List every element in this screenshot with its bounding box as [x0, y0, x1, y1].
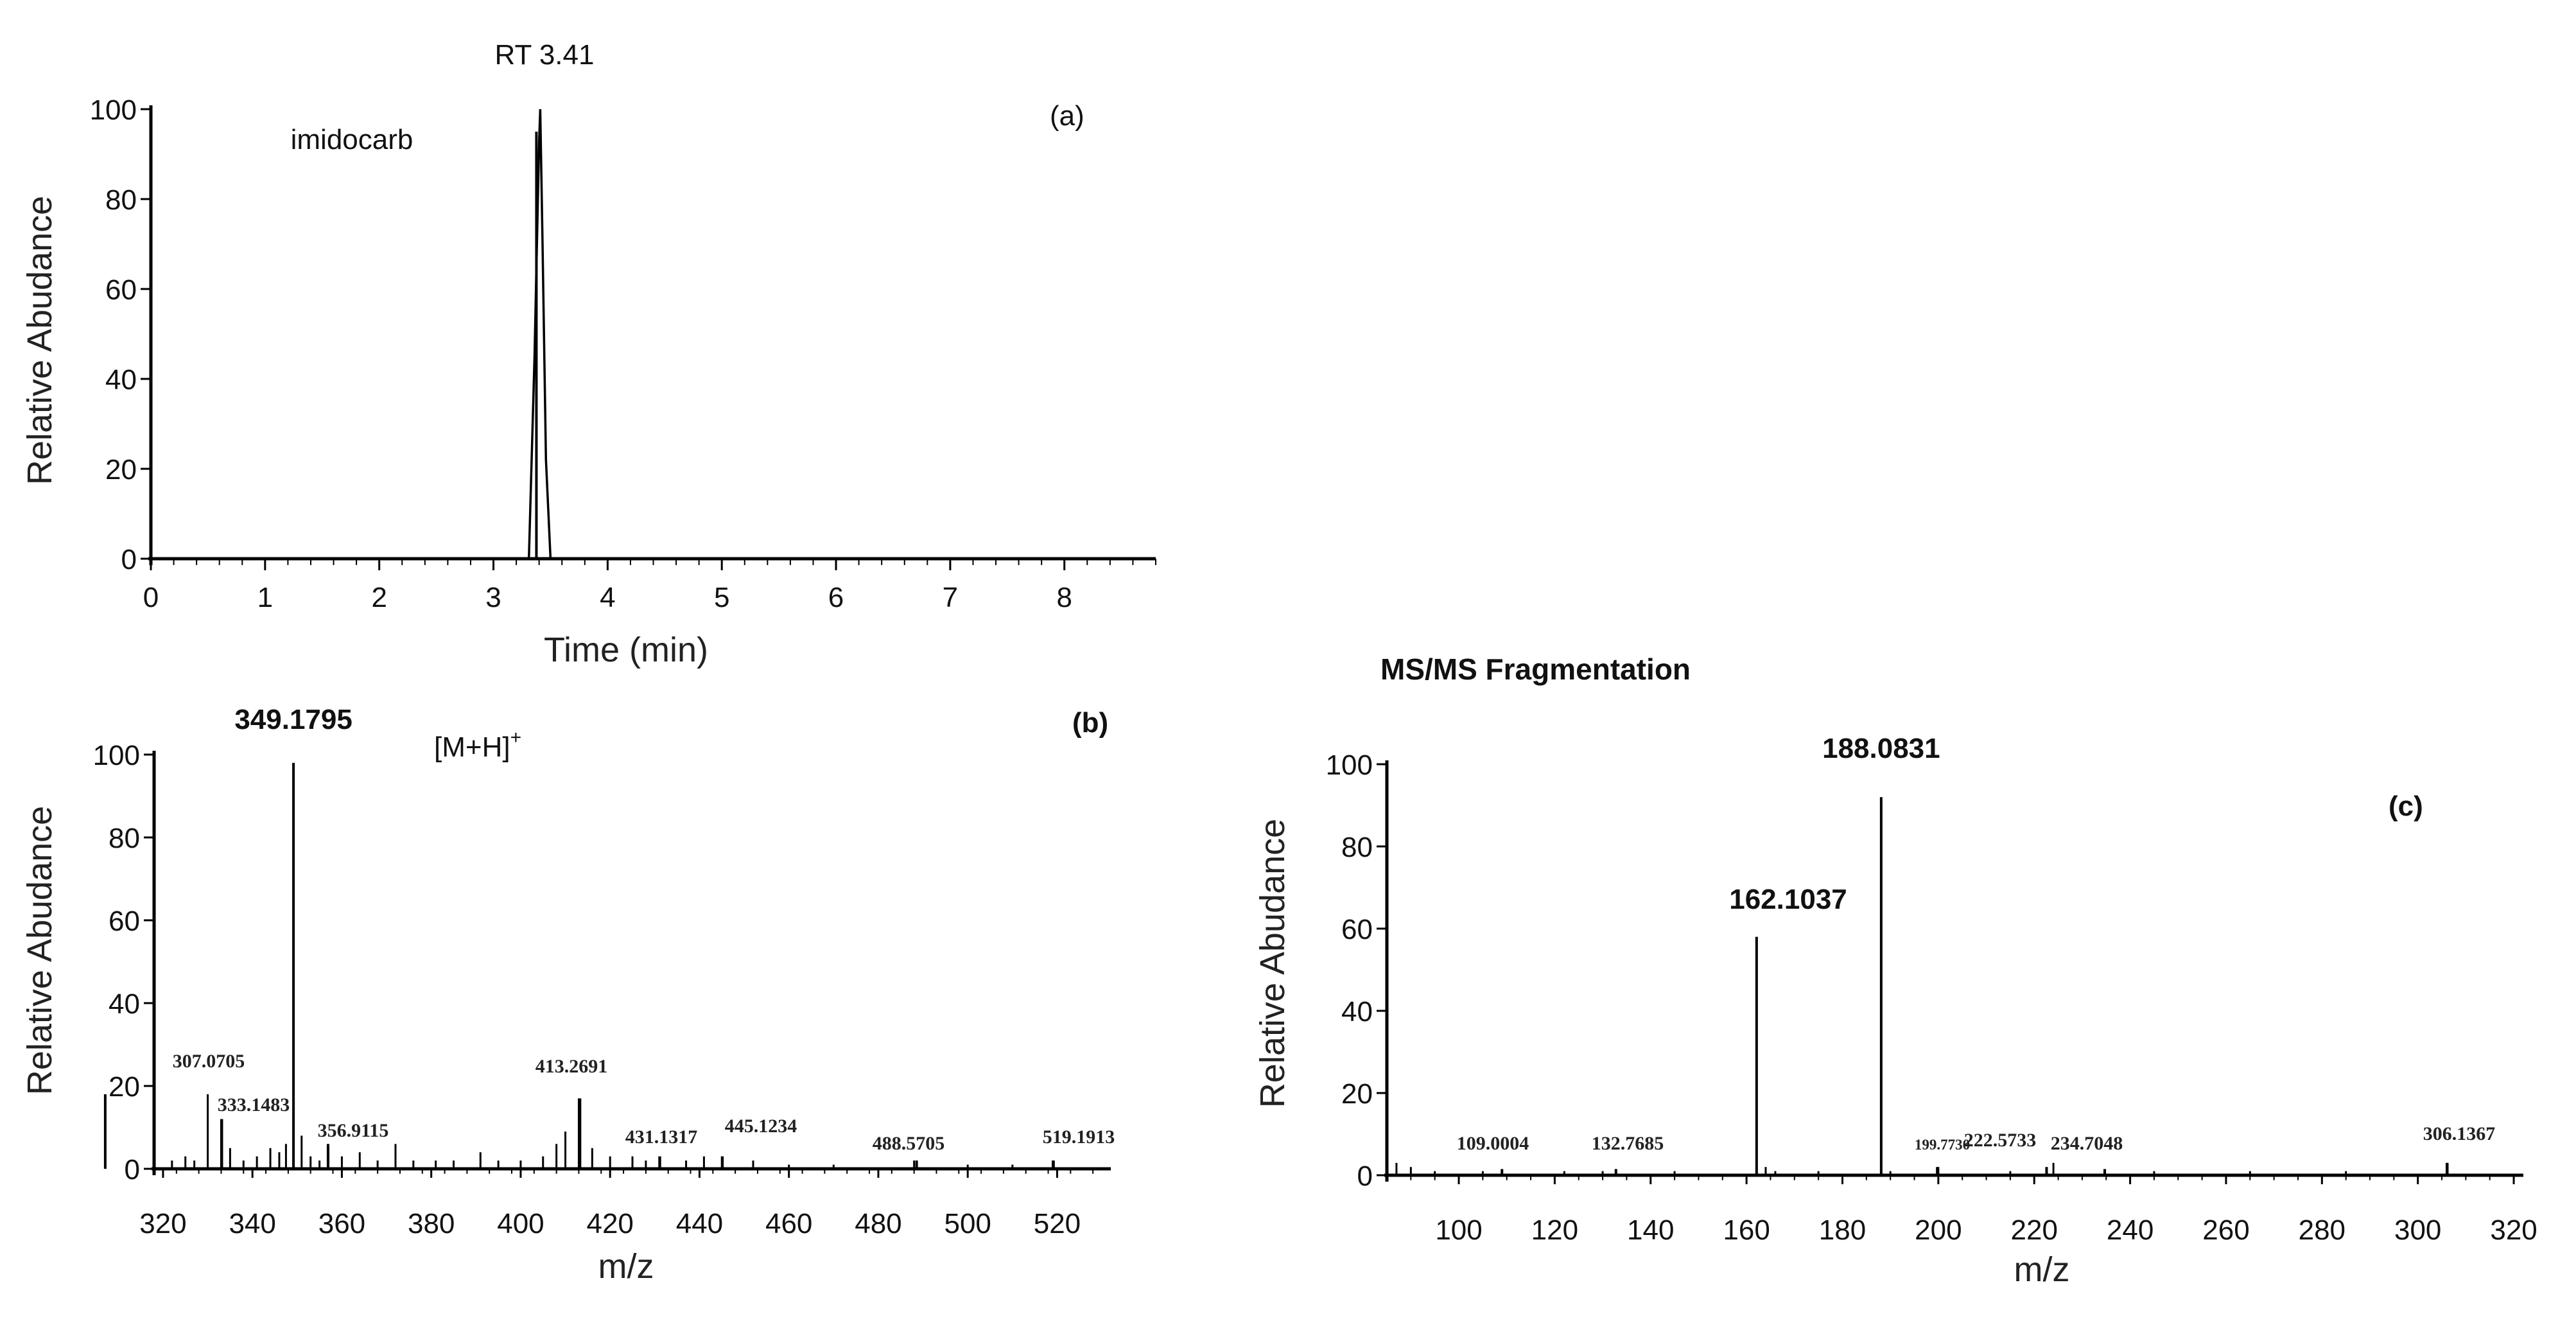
x-tick-label: 200 [1915, 1214, 1962, 1246]
x-tick-label: 140 [1627, 1214, 1674, 1246]
peak-label: 488.5705 [873, 1133, 945, 1154]
x-tick-label: 3 [485, 582, 501, 613]
x-tick-label: 240 [2107, 1214, 2154, 1246]
y-tick-label: 0 [125, 1154, 140, 1186]
y-tick-label: 40 [105, 364, 137, 396]
panel-b-noise [171, 1094, 1054, 1169]
panel-c-labels: 188.0831 162.1037 109.0004 132.7685 199.7730… [1457, 733, 2496, 1154]
peak-label: 109.0004 [1457, 1133, 1529, 1154]
panel-b-xlabel: m/z [598, 1247, 654, 1286]
x-tick-label: 100 [1435, 1214, 1482, 1246]
y-tick-label: 60 [1341, 914, 1373, 945]
peak-label: 188.0831 [1822, 733, 1940, 764]
panel-a-xlabel: Time (min) [544, 631, 708, 669]
peak-label: 333.1483 [218, 1094, 290, 1116]
peak-label: 306.1367 [2423, 1123, 2496, 1144]
x-tick-label: 420 [586, 1208, 633, 1239]
y-tick-label: 100 [90, 94, 137, 126]
x-tick-label: 340 [229, 1208, 275, 1239]
y-tick-label: 20 [109, 1071, 140, 1103]
x-tick-label: 480 [855, 1208, 901, 1239]
peak-label: 307.0705 [173, 1051, 245, 1072]
panel-c-msms-spectrum: 0 20 40 60 80 100 100 120 140 160 180 200 220 240 260 2… [1253, 733, 2537, 1289]
peak-label: 199.7730 [1915, 1137, 1970, 1153]
panel-a-chromatogram: 0 20 40 60 80 100 0 1 2 3 4 5 6 7 8 Time (min) Relativ… [21, 39, 1156, 669]
x-tick-label: 260 [2202, 1214, 2249, 1246]
x-tick-label: 400 [497, 1208, 544, 1239]
y-tick-label: 60 [109, 906, 140, 937]
peak-label: 519.1913 [1043, 1126, 1115, 1148]
x-tick-label: 440 [676, 1208, 723, 1239]
y-tick-label: 100 [93, 740, 140, 771]
x-tick-label: 220 [2011, 1214, 2058, 1246]
peak-label: 413.2691 [535, 1056, 608, 1077]
x-tick-label: 7 [943, 582, 958, 613]
x-tick-label: 5 [714, 582, 729, 613]
panel-a-ylabel: Relative Abudance [21, 196, 59, 485]
panel-c-ylabel: Relative Abudance [1253, 819, 1292, 1108]
y-tick-label: 20 [1341, 1078, 1373, 1110]
peak-label: 162.1037 [1729, 884, 1847, 915]
y-tick-label: 80 [109, 823, 140, 854]
chromatogram-trace [151, 109, 1156, 560]
panel-b-mass-spectrum: 0 20 40 60 80 100 320 340 360 380 400 420 440 460 480 5… [21, 704, 1115, 1286]
x-tick-label: 120 [1531, 1214, 1578, 1246]
panel-a-letter: (a) [1050, 100, 1084, 132]
x-tick-label: 0 [143, 582, 159, 613]
x-tick-label: 460 [765, 1208, 812, 1239]
y-tick-label: 40 [1341, 996, 1373, 1028]
peak-label: 356.9115 [318, 1120, 389, 1141]
x-tick-label: 180 [1819, 1214, 1866, 1246]
x-tick-label: 300 [2394, 1214, 2441, 1246]
peak-label: 234.7048 [2051, 1133, 2123, 1154]
panel-b-ion-charge: + [510, 727, 522, 748]
panel-b-ion-text: [M+H] [434, 731, 510, 763]
y-tick-label: 0 [121, 544, 137, 575]
panel-a-rt-label: RT 3.41 [495, 39, 595, 71]
panel-c-letter: (c) [2389, 791, 2423, 822]
panel-c-noise [1395, 1162, 2448, 1175]
panel-b-labels: 349.1795 307.0705 333.1483 356.9115 413.2691… [173, 704, 1115, 1154]
peak-label: 431.1317 [625, 1126, 698, 1148]
panel-c-axes: 0 20 40 60 80 100 100 120 140 160 180 200 220 240 260 2… [1326, 749, 2537, 1246]
panel-c-marks [1501, 797, 2449, 1175]
x-tick-label: 2 [371, 582, 387, 613]
panel-a-marks [151, 109, 1156, 560]
x-tick-label: 320 [139, 1208, 186, 1239]
y-tick-label: 80 [1341, 832, 1373, 863]
y-tick-label: 80 [105, 184, 137, 216]
panel-b-ion-label: [M+H]+ [434, 727, 521, 763]
panel-b-ylabel: Relative Abudance [21, 806, 59, 1095]
x-tick-label: 4 [600, 582, 615, 613]
y-tick-label: 60 [105, 274, 137, 306]
y-tick-label: 0 [1357, 1160, 1373, 1192]
x-tick-label: 500 [944, 1208, 991, 1239]
panel-a-axes: 0 20 40 60 80 100 0 1 2 3 4 5 6 7 8 [90, 94, 1156, 613]
x-tick-label: 380 [408, 1208, 455, 1239]
x-tick-label: 360 [318, 1208, 365, 1239]
x-tick-label: 520 [1034, 1208, 1081, 1239]
y-tick-label: 20 [105, 454, 137, 486]
x-tick-label: 280 [2299, 1214, 2345, 1246]
peak-label: 222.5733 [1964, 1130, 2037, 1151]
x-tick-label: 1 [257, 582, 273, 613]
y-tick-label: 40 [109, 988, 140, 1020]
peak-label: 349.1795 [234, 704, 352, 735]
x-tick-label: 6 [828, 582, 844, 613]
panel-b-axes: 0 20 40 60 80 100 320 340 360 380 400 420 440 460 480 5… [93, 740, 1111, 1239]
fragmentation-title: MS/MS Fragmentation [1380, 652, 1691, 686]
panel-b-marks [103, 762, 1055, 1169]
x-tick-label: 8 [1056, 582, 1072, 613]
x-tick-label: 160 [1723, 1214, 1770, 1246]
panel-c-xlabel: m/z [2014, 1250, 2070, 1289]
y-tick-label: 100 [1326, 749, 1373, 781]
x-tick-label: 320 [2490, 1214, 2537, 1246]
panel-b-letter: (b) [1072, 707, 1108, 739]
peak-label: 132.7685 [1592, 1133, 1664, 1154]
panel-a-compound-label: imidocarb [291, 124, 413, 155]
peak-label: 445.1234 [725, 1116, 797, 1137]
